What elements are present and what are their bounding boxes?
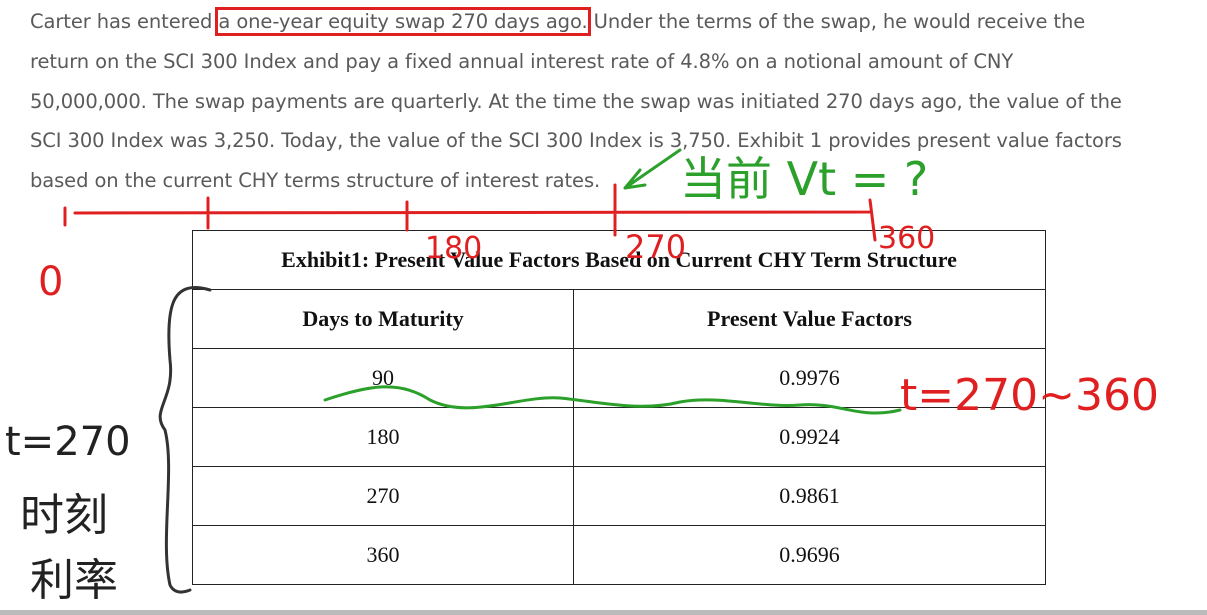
cell: 0.9861 xyxy=(573,466,1046,526)
annotation: t=270~360 xyxy=(900,370,1159,421)
text: Under the terms of the swap, he would re… xyxy=(593,10,1086,33)
annotation: 180 xyxy=(425,231,482,266)
exhibit-table: Exhibit1: Present Value Factors Based on… xyxy=(192,230,1046,585)
annotation: t=270 xyxy=(5,419,131,465)
timeline xyxy=(63,183,877,242)
annotation: 360 xyxy=(878,221,935,256)
annotation: 时刻 xyxy=(20,490,108,541)
text: Carter has entered xyxy=(30,10,213,33)
arrow xyxy=(623,148,682,190)
annotation: 0 xyxy=(38,259,63,305)
annotation: 利率 xyxy=(30,555,118,606)
header-cell: Days to Maturity xyxy=(192,289,574,349)
cell: 360 xyxy=(192,525,574,585)
cell: 0.9924 xyxy=(573,407,1046,467)
paragraph-line: 50,000,000. The swap payments are quarte… xyxy=(30,90,1122,113)
cell: 0.9696 xyxy=(573,525,1046,585)
cell: 270 xyxy=(192,466,574,526)
cell: 90 xyxy=(192,348,574,408)
header-cell: Present Value Factors xyxy=(573,289,1046,349)
scrollbar xyxy=(0,610,1207,615)
paragraph-line: SCI 300 Index was 3,250. Today, the valu… xyxy=(30,129,1122,152)
paragraph-line: return on the SCI 300 Index and pay a fi… xyxy=(30,50,1014,73)
brace xyxy=(158,286,212,594)
paragraph-line: Carter has entered a one-year equity swa… xyxy=(30,7,1086,36)
annotation: 当前 Vt = ? xyxy=(680,152,928,206)
squiggle xyxy=(323,385,902,415)
highlight: a one-year equity swap 270 days ago. xyxy=(215,7,591,36)
cell: 0.9976 xyxy=(573,348,1046,408)
annotation: 270 xyxy=(625,228,686,266)
paragraph-line: based on the current CHY terms structure… xyxy=(30,169,601,192)
